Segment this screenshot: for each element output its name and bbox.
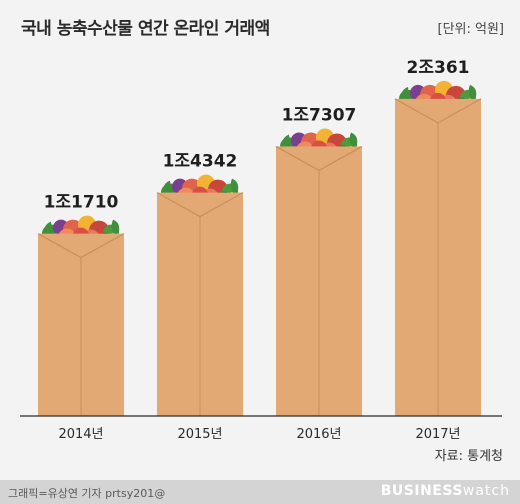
x-tick-label: 2016년 — [296, 427, 341, 442]
unit-label: [단위: 억원] — [437, 22, 505, 37]
bag-fold — [37, 233, 125, 259]
brand-logo-sub: watch — [462, 483, 510, 499]
bar-bag — [275, 128, 363, 417]
data-label: 1조7307 — [282, 105, 357, 125]
chart-title: 국내 농축수산물 연간 온라인 거래액 — [21, 19, 270, 39]
brand-logo: BUSINESSwatch — [381, 483, 510, 499]
chart-panel: 국내 농축수산물 연간 온라인 거래액 [단위: 억원] 2014년 2015년 2… — [0, 0, 520, 480]
leaf-illustration — [111, 219, 120, 238]
bar-chart: 2014년 2015년 2016년 2017년 1조1710 1조4342 1조7307 2… — [20, 58, 502, 442]
data-label: 1조4342 — [163, 152, 238, 172]
bar-bag — [394, 80, 482, 416]
bar-bag — [37, 215, 125, 416]
graphic-credit: 그래픽=유상연 기자 prtsy201@ — [8, 487, 166, 500]
data-label: 2조361 — [407, 58, 470, 78]
x-tick-label: 2017년 — [415, 427, 460, 442]
x-tick-label: 2014년 — [58, 427, 103, 442]
source-note: 자료: 통계청 — [434, 449, 503, 464]
bag-fold — [156, 192, 244, 218]
brand-logo-main: BUSINESS — [380, 483, 463, 499]
x-tick-label: 2015년 — [177, 427, 222, 442]
leaf-illustration — [230, 178, 239, 197]
bar-bag — [156, 174, 244, 416]
leaf-illustration — [349, 132, 358, 151]
leaf-illustration — [468, 84, 477, 103]
data-label: 1조1710 — [44, 193, 119, 213]
footer-bar: 그래픽=유상연 기자 prtsy201@ BUSINESSwatch — [0, 480, 520, 504]
